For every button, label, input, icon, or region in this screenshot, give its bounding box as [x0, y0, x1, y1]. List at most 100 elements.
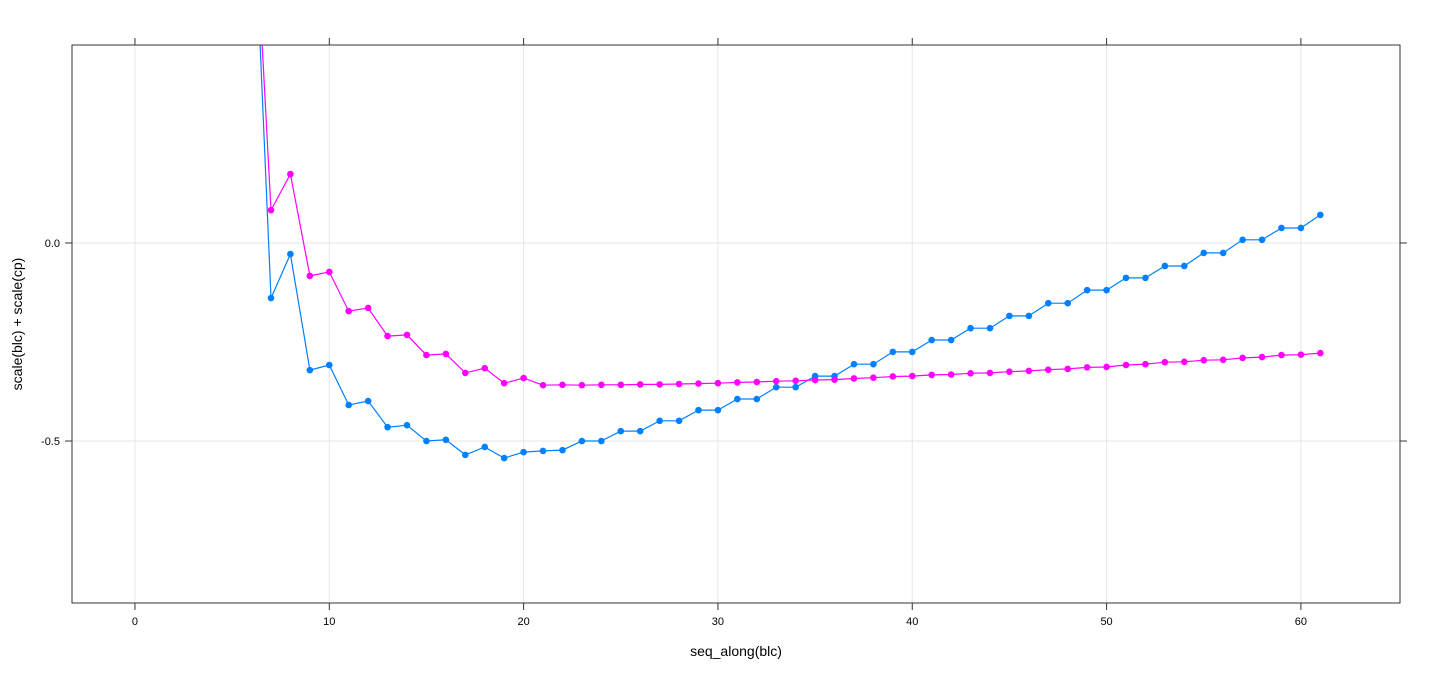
- data-point-magenta: [967, 370, 974, 377]
- data-point-blue: [1161, 262, 1169, 270]
- data-point-magenta: [1317, 349, 1324, 357]
- data-point-blue: [947, 336, 955, 344]
- x-axis-label: seq_along(blc): [690, 643, 782, 659]
- data-point-magenta: [1161, 358, 1169, 366]
- data-point-magenta: [1258, 353, 1266, 361]
- data-point-magenta: [636, 381, 644, 388]
- data-point-blue: [695, 406, 702, 414]
- data-point-blue: [325, 361, 333, 369]
- data-point-magenta: [986, 369, 994, 377]
- data-point-magenta: [539, 381, 547, 389]
- data-point-magenta: [947, 371, 955, 378]
- data-point-magenta: [695, 380, 702, 387]
- x-tick-label: 10: [323, 616, 335, 628]
- data-point-blue: [1044, 299, 1052, 307]
- data-point-blue: [1083, 286, 1091, 294]
- data-point-magenta: [287, 170, 294, 178]
- y-tick-label: -0.5: [41, 436, 60, 448]
- x-tick-label: 0: [132, 616, 138, 628]
- data-point-blue: [617, 427, 625, 435]
- data-point-blue: [1200, 249, 1208, 257]
- data-point-magenta: [1297, 351, 1305, 358]
- data-point-blue: [462, 451, 469, 459]
- data-point-magenta: [792, 377, 799, 385]
- data-point-magenta: [559, 381, 566, 389]
- data-point-magenta: [1006, 368, 1013, 376]
- data-point-magenta: [442, 350, 450, 358]
- y-tick-label: 0.0: [45, 238, 60, 250]
- data-point-blue: [481, 443, 489, 451]
- data-point-magenta: [850, 375, 858, 382]
- data-point-magenta: [1122, 361, 1130, 369]
- data-point-magenta: [734, 379, 741, 386]
- data-point-magenta: [1044, 366, 1052, 374]
- data-point-blue: [1278, 224, 1285, 232]
- data-point-blue: [423, 437, 430, 445]
- data-point-blue: [403, 421, 411, 429]
- data-point-magenta: [306, 272, 314, 280]
- x-tick-label: 50: [1100, 616, 1112, 628]
- data-point-blue: [384, 423, 391, 431]
- data-point-magenta: [831, 376, 838, 383]
- series-line-blue: [259, 45, 1321, 459]
- data-point-blue: [364, 397, 372, 405]
- data-point-magenta: [462, 369, 469, 377]
- data-point-magenta: [908, 372, 916, 380]
- data-point-blue: [442, 436, 450, 444]
- data-point-blue: [714, 406, 722, 414]
- data-point-blue: [636, 427, 644, 435]
- x-tick-label: 30: [712, 616, 724, 628]
- x-tick-label: 60: [1295, 616, 1307, 628]
- series-line-magenta: [261, 45, 1321, 386]
- data-point-blue: [928, 336, 935, 344]
- data-point-magenta: [1239, 354, 1246, 362]
- data-point-magenta: [384, 332, 391, 340]
- data-point-magenta: [325, 268, 333, 276]
- data-point-blue: [1219, 249, 1227, 257]
- data-point-magenta: [1200, 356, 1208, 364]
- data-point-blue: [1006, 312, 1013, 320]
- data-point-magenta: [811, 376, 819, 384]
- data-point-blue: [986, 324, 994, 332]
- data-point-magenta: [617, 381, 625, 389]
- data-point-magenta: [870, 374, 877, 381]
- data-point-magenta: [1064, 365, 1072, 373]
- data-point-blue: [598, 437, 605, 445]
- x-tick-label: 20: [517, 616, 529, 628]
- data-point-magenta: [481, 364, 489, 372]
- y-axis-label: scale(blc) + scale(cp): [9, 258, 25, 391]
- data-point-blue: [500, 454, 508, 462]
- data-point-blue: [967, 324, 974, 332]
- data-point-blue: [1025, 312, 1033, 320]
- data-point-magenta: [889, 373, 897, 380]
- data-point-blue: [753, 395, 761, 403]
- data-point-blue: [306, 366, 314, 374]
- data-point-magenta: [1083, 364, 1091, 371]
- data-point-blue: [1239, 236, 1246, 244]
- data-point-magenta: [520, 374, 527, 382]
- data-point-magenta: [598, 381, 605, 389]
- data-point-blue: [675, 417, 683, 425]
- series-layer: [259, 45, 1324, 462]
- data-point-blue: [870, 360, 877, 368]
- data-point-magenta: [1181, 358, 1188, 366]
- data-point-magenta: [267, 206, 275, 214]
- data-point-blue: [908, 348, 916, 356]
- data-point-blue: [559, 446, 566, 454]
- data-point-blue: [656, 417, 663, 425]
- data-point-magenta: [578, 381, 586, 389]
- data-point-blue: [1317, 211, 1324, 219]
- data-point-blue: [287, 250, 294, 258]
- data-point-magenta: [403, 331, 411, 339]
- ticks: 0 10 20 30 40 50 60 0.0 -0.5: [41, 38, 1407, 628]
- data-point-blue: [267, 294, 275, 302]
- data-point-blue: [345, 401, 353, 409]
- data-point-blue: [772, 383, 780, 391]
- data-point-blue: [539, 447, 547, 455]
- data-point-magenta: [1025, 367, 1033, 375]
- data-point-blue: [1297, 224, 1305, 232]
- data-point-blue: [1064, 299, 1072, 307]
- data-point-magenta: [675, 380, 683, 388]
- data-point-blue: [1103, 286, 1110, 294]
- data-point-blue: [889, 348, 897, 356]
